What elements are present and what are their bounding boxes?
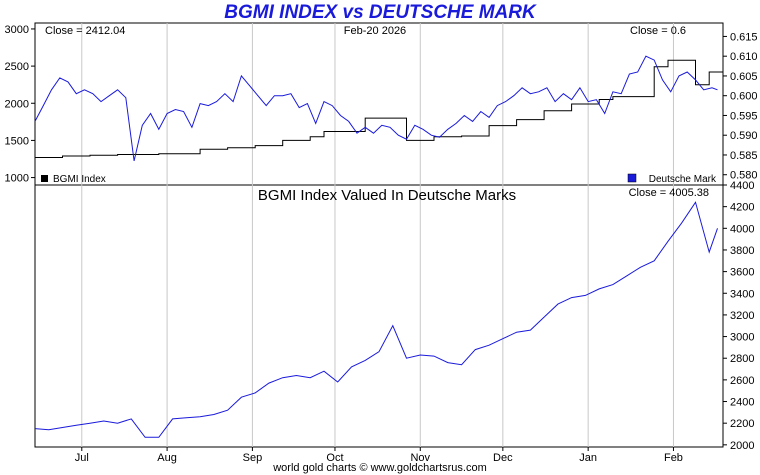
left-tick-label-3000: 3000 [5,24,29,36]
x-tick-label-jul: Jul [75,452,89,464]
bottom-right-tick-label-3200: 3200 [730,310,754,322]
bottom-right-tick-label-2600: 2600 [730,375,754,387]
legend-label-bgmi-index: BGMI Index [53,174,106,185]
legend-label-deutsche-mark: Deutsche Mark [649,174,717,185]
x-tick-label-nov: Nov [410,452,430,464]
bottom-panel-frame [34,184,724,448]
right-tick-label-0.610: 0.610 [730,51,758,63]
right-tick-label-0.590: 0.590 [730,130,758,142]
series-line-bgmi-index [35,59,724,158]
x-tick-label-feb: Feb [664,452,683,464]
top-right-close-annotation: Close = 0.6 [630,25,686,37]
bottom-right-tick-label-2000: 2000 [730,440,754,452]
top-left-close-annotation: Close = 2412.04 [45,25,125,37]
bottom-right-tick-label-4400: 4400 [730,180,754,192]
x-tick-label-aug: Aug [157,452,177,464]
top-left-axis: 1000 1500 2000 2500 3000 [5,24,35,185]
left-tick-label-2000: 2000 [5,98,29,110]
series-line-deutsche-mark [34,55,718,162]
month-gridlines [81,23,674,447]
bottom-right-tick-label-2200: 2200 [730,418,754,430]
x-axis: Jul Aug Sep Oct Nov Dec Jan Feb [75,447,683,464]
bottom-right-tick-label-3000: 3000 [730,332,754,344]
bottom-right-close-annotation: Close = 4005.38 [629,187,709,199]
right-tick-label-0.580: 0.580 [730,170,758,182]
bottom-right-tick-label-4200: 4200 [730,202,754,214]
bottom-right-tick-label-2400: 2400 [730,397,754,409]
left-tick-label-1500: 1500 [5,135,29,147]
right-tick-label-0.600: 0.600 [730,91,758,103]
series-line-index-in-marks [34,201,718,438]
footer-credit: world gold charts © www.goldchartsrus.co… [273,462,487,474]
chart-title: BGMI INDEX vs DEUTSCHE MARK [224,2,536,23]
left-tick-label-1000: 1000 [5,173,29,185]
bottom-right-tick-label-3800: 3800 [730,245,754,257]
bottom-panel-title: BGMI Index Valued In Deutsche Marks [258,187,516,204]
bottom-right-axis: 2000 2200 2400 2600 2800 3000 3200 3400 3600 3800… [723,180,754,452]
left-tick-label-2500: 2500 [5,61,29,73]
bottom-right-tick-label-3600: 3600 [730,267,754,279]
bottom-right-tick-label-4000: 4000 [730,223,754,235]
right-tick-label-0.615: 0.615 [730,31,758,43]
bottom-right-tick-label-2800: 2800 [730,353,754,365]
right-tick-label-0.585: 0.585 [730,150,758,162]
x-tick-label-oct: Oct [326,452,343,464]
top-right-axis: 0.580 0.585 0.590 0.595 0.600 0.605 0.610 0.615 [723,31,758,182]
bottom-right-tick-label-3400: 3400 [730,288,754,300]
legend-swatch-bgmi-index [41,175,48,182]
x-tick-label-jan: Jan [579,452,597,464]
top-panel-frame [34,22,724,186]
top-date-label: Feb-20 2026 [344,25,406,37]
x-tick-label-dec: Dec [493,452,513,464]
right-tick-label-0.595: 0.595 [730,110,758,122]
legend-swatch-deutsche-mark [627,173,637,183]
right-tick-label-0.605: 0.605 [730,71,758,83]
x-tick-label-sep: Sep [243,452,263,464]
